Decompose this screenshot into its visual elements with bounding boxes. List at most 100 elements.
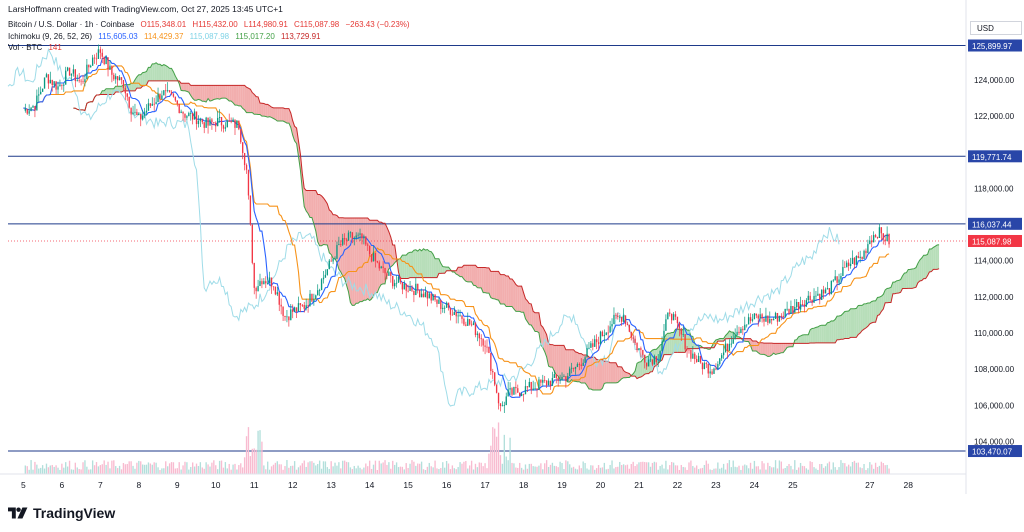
volume-legend[interactable]: Vol · BTC 141 (8, 43, 66, 52)
candle-body (290, 309, 292, 321)
candle-body (397, 277, 400, 283)
candle-body (199, 119, 202, 121)
volume-bar (782, 468, 784, 474)
volume-bar (122, 463, 125, 474)
volume-bar (313, 462, 315, 474)
volume-bar (509, 437, 511, 474)
volume-bar (47, 467, 50, 474)
candle-body (220, 117, 223, 126)
volume-bar (645, 462, 648, 474)
candle-body (519, 392, 521, 397)
volume-bar (834, 467, 836, 474)
candle-body (759, 314, 761, 319)
x-tick-label: 16 (442, 480, 452, 490)
candle-body (888, 233, 890, 245)
cloud-segment (667, 333, 670, 355)
candle-body (428, 293, 430, 299)
volume-bar (665, 460, 667, 474)
candle-body (620, 316, 623, 322)
volume-bar (245, 436, 248, 474)
volume-bar (407, 468, 409, 474)
volume-bar (661, 464, 663, 474)
ichimoku-legend[interactable]: Ichimoku (9, 26, 52, 26) 115,605.03 114,… (8, 32, 324, 41)
volume-bar (220, 460, 223, 474)
candle-body (438, 299, 440, 304)
volume-bar (395, 462, 398, 474)
cloud-segment (902, 273, 905, 289)
volume-bar (367, 466, 369, 474)
candle-body (876, 236, 879, 239)
candle-body (655, 356, 657, 363)
candle-body (209, 119, 211, 126)
volume-bar (724, 469, 727, 474)
volume-bar (115, 466, 117, 474)
volume-bar (488, 453, 490, 474)
candle-body (124, 88, 127, 94)
candle-body (34, 105, 36, 111)
candle-body (213, 122, 215, 123)
volume-bar (590, 465, 592, 474)
candle-body (869, 240, 871, 245)
candle-body (696, 359, 698, 363)
volume-bar (667, 469, 669, 474)
volume-bar (99, 465, 102, 474)
cloud-segment (619, 366, 622, 381)
cloud-segment (773, 343, 776, 355)
candle-body (863, 250, 865, 260)
volume-bar (578, 465, 581, 474)
volume-bar (132, 465, 134, 474)
volume-bar (622, 464, 625, 474)
candle-body (594, 339, 596, 347)
volume-bar (480, 462, 482, 474)
volume-bar (149, 463, 152, 474)
candle-body (507, 389, 509, 397)
currency-selector[interactable]: USD (970, 21, 1022, 35)
candle-body (467, 319, 469, 326)
candle-body (784, 308, 786, 318)
level-tag (968, 217, 1022, 230)
cloud-segment (487, 267, 489, 294)
volume-bar (626, 464, 629, 474)
level-tag-label: 125,899.97 (972, 42, 1013, 51)
cloud-segment (106, 88, 109, 95)
volume-bar (522, 469, 525, 474)
candle-body (494, 372, 496, 385)
volume-bar (430, 466, 432, 474)
volume-bar (372, 464, 375, 474)
cloud-segment (269, 105, 272, 118)
cloud-segment (271, 107, 274, 119)
volume-bar (386, 464, 388, 474)
volume-bar (226, 468, 228, 474)
cloud-segment (461, 265, 464, 280)
candle-body (651, 359, 654, 365)
volume-bar (561, 463, 563, 474)
cloud-segment (775, 343, 778, 355)
volume-bar (619, 461, 621, 474)
cloud-segment (669, 332, 672, 355)
candle-body (259, 281, 261, 287)
candle-body (757, 315, 759, 319)
volume-bar (82, 462, 84, 474)
volume-bar (617, 466, 619, 474)
cloud-segment (460, 267, 462, 277)
cloud-segment (234, 85, 237, 106)
candle-body (390, 272, 392, 276)
volume-bar (822, 467, 825, 474)
candle-body (232, 119, 234, 122)
candle-body (547, 380, 550, 386)
candle-body (276, 292, 278, 295)
volume-bar (884, 465, 886, 474)
cloud-segment (198, 85, 201, 100)
cloud-segment (329, 209, 332, 255)
candle-body (236, 120, 238, 128)
volume-bar (780, 461, 782, 474)
candle-body (684, 334, 686, 350)
candle-body (576, 364, 579, 367)
volume-bar (28, 469, 30, 474)
volume-bar (295, 469, 298, 474)
candle-body (607, 332, 609, 334)
cloud-segment (721, 338, 724, 342)
cloud-segment (244, 85, 247, 113)
candle-body (792, 305, 794, 313)
